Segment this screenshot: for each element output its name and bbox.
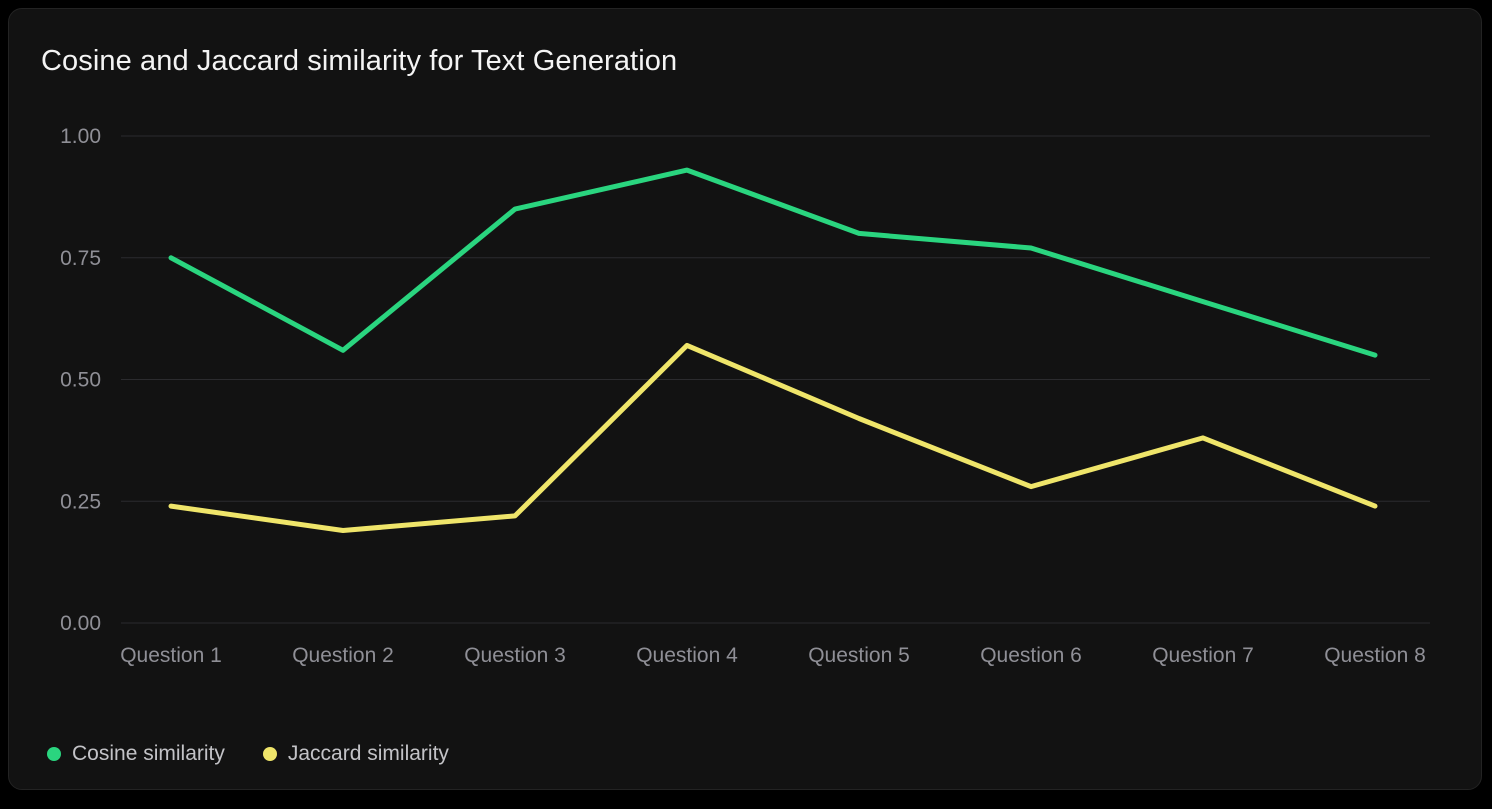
chart-legend: Cosine similarity Jaccard similarity (47, 742, 449, 766)
y-axis-tick-label: 0.25 (60, 490, 101, 513)
legend-dot-icon (47, 747, 61, 761)
chart-card: Cosine and Jaccard similarity for Text G… (8, 8, 1482, 790)
x-axis-tick-label: Question 1 (120, 644, 222, 667)
series-line-cosine-similarity (168, 167, 1378, 358)
legend-label: Jaccard similarity (287, 742, 449, 765)
x-axis-tick-label: Question 6 (980, 644, 1082, 667)
y-axis-tick-label: 1.00 (60, 125, 101, 148)
line-chart-plot-area: 0.00 0.25 0.50 0.75 1.00 Question 1 Question 2… (60, 125, 1430, 667)
legend-dot-icon (262, 747, 277, 761)
legend-label: Cosine similarity (72, 742, 225, 765)
chart-title: Cosine and Jaccard similarity for Text G… (41, 45, 678, 77)
y-axis-tick-label: 0.50 (60, 369, 101, 392)
legend-item-cosine-similarity[interactable]: Cosine similarity (47, 742, 225, 766)
legend-item-jaccard-similarity[interactable]: Jaccard similarity (262, 742, 449, 766)
x-axis-tick-label: Question 3 (464, 644, 566, 667)
x-axis-tick-label: Question 4 (636, 644, 738, 667)
series-line-jaccard-similarity (168, 342, 1378, 533)
x-axis-tick-label: Question 8 (1324, 644, 1426, 667)
x-axis-tick-label: Question 5 (808, 644, 910, 667)
x-axis-tick-label: Question 2 (292, 644, 394, 667)
x-axis-tick-label: Question 7 (1152, 644, 1254, 667)
y-axis-tick-label: 0.75 (60, 247, 101, 270)
y-axis-tick-label: 0.00 (60, 612, 101, 635)
